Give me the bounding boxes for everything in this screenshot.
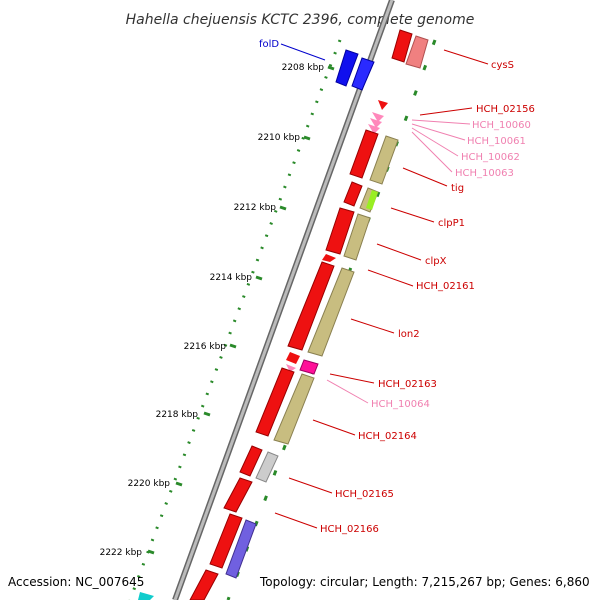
- gene-label-clpX: clpX: [425, 256, 447, 267]
- gene-HCH_02164: [255, 367, 295, 437]
- cds-clpX: [343, 213, 371, 261]
- tick-label: 2220 kbp: [128, 479, 171, 489]
- gc-content-inner-track: [128, 39, 342, 600]
- tick-label: 2222 kbp: [100, 548, 143, 558]
- gene-label-cysS: cysS: [491, 60, 514, 71]
- rna-HCH_10062: [368, 124, 380, 134]
- gene-bottom: [189, 569, 219, 600]
- gene-label-clpP1: clpP1: [438, 218, 465, 229]
- feature-HCH_02163: [299, 359, 319, 375]
- feature-clpP1-green: [366, 190, 378, 210]
- tick-mark: [303, 135, 311, 141]
- gene-label-HCH_10060: HCH_10060: [472, 120, 531, 131]
- gene-folD: [335, 49, 359, 87]
- cds-HCH_02164: [273, 373, 315, 445]
- gene-HCH_02166: [223, 477, 253, 513]
- tick-label: 2208 kbp: [282, 63, 325, 73]
- tick-label: 2210 kbp: [258, 133, 301, 143]
- gene-cysS-rna: [405, 35, 429, 69]
- gene-folD-2: [351, 57, 375, 91]
- gene-features: [138, 29, 429, 600]
- gene-HCH_02161: [322, 254, 336, 262]
- gene-HCH_02163: [286, 352, 300, 364]
- gene-label-HCH_02164: HCH_02164: [358, 431, 417, 442]
- gene-cysS: [391, 29, 413, 63]
- gene-label-HCH_10061: HCH_10061: [467, 136, 526, 147]
- gene-label-HCH_10064: HCH_10064: [371, 399, 430, 410]
- tick-mark: [203, 411, 211, 417]
- gene-label-HCH_02165: HCH_02165: [335, 489, 394, 500]
- kbp-ticks: 2208 kbp 2210 kbp 2212 kbp 2214 kbp 2216…: [100, 63, 335, 558]
- tick-mark: [279, 205, 287, 211]
- gene-label-HCH_02163: HCH_02163: [378, 379, 437, 390]
- rna-HCH_10060: [372, 112, 384, 122]
- genome-backbone-highlight: [173, 0, 394, 600]
- gene-HCH_02156: [378, 100, 388, 110]
- gene-label-tig: tig: [451, 183, 464, 194]
- gene-clpX: [325, 207, 355, 255]
- gene-HCH_02165: [239, 445, 263, 477]
- tick-mark: [229, 343, 237, 349]
- rna-HCH_10061: [370, 118, 382, 128]
- cds-HCH_02167: [225, 519, 257, 579]
- tick-label: 2212 kbp: [234, 203, 277, 213]
- cds-tig: [369, 135, 399, 185]
- tick-label: 2218 kbp: [156, 410, 199, 420]
- gene-HCH_02167: [209, 513, 243, 569]
- topology-label: Topology: circular; Length: 7,215,267 bp…: [260, 575, 590, 589]
- map-title: Hahella chejuensis KCTC 2396, complete g…: [126, 12, 475, 28]
- gene-label-HCH_02156: HCH_02156: [476, 104, 535, 115]
- gene-label-HCH_10063: HCH_10063: [455, 168, 514, 179]
- tick-mark: [255, 275, 263, 281]
- gene-label-folD: folD: [259, 39, 279, 50]
- cds-lon2: [307, 267, 355, 357]
- gene-cyan: [138, 592, 154, 600]
- rna-HCH_10064: [286, 364, 296, 372]
- tick-mark: [147, 549, 155, 555]
- gene-label-HCH_02166: HCH_02166: [320, 524, 379, 535]
- gene-clpP1: [343, 181, 363, 207]
- gene-tig: [349, 129, 379, 179]
- accession-label: Accession: NC_007645: [8, 575, 145, 589]
- gene-label-HCH_02161: HCH_02161: [416, 281, 475, 292]
- tick-mark: [327, 65, 335, 71]
- gene-label-HCH_10062: HCH_10062: [461, 152, 520, 163]
- gene-labels: folD cysS HCH_02156 HCH_10060 HCH_10061 …: [259, 39, 535, 535]
- gene-lon2: [287, 261, 335, 351]
- gene-label-lon2: lon2: [398, 329, 420, 340]
- tick-mark: [175, 481, 183, 487]
- leader-lines: [274, 43, 489, 529]
- tick-label: 2214 kbp: [210, 273, 253, 283]
- tick-label: 2216 kbp: [184, 342, 227, 352]
- cds-HCH_02165: [255, 451, 279, 483]
